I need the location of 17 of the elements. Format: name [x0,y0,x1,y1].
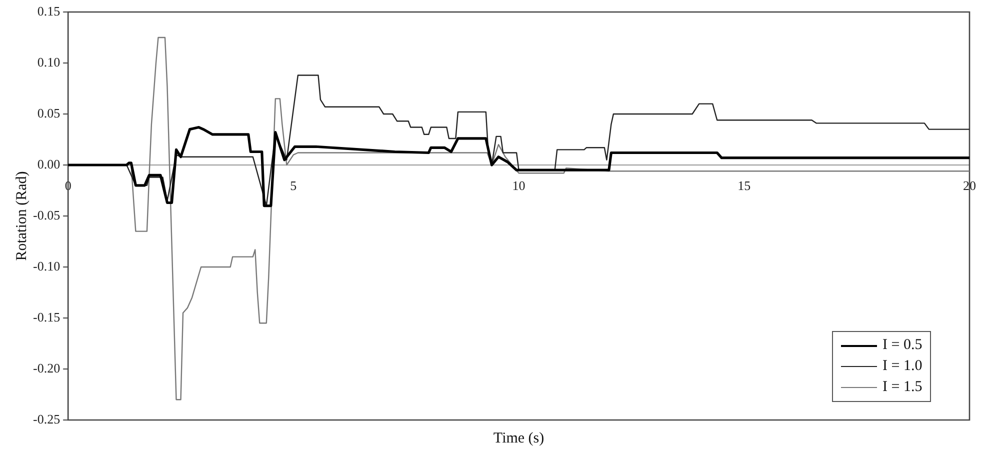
y-tick-label: 0.00 [37,156,60,172]
y-tick-label: -0.05 [32,207,60,222]
x-tick-label: 15 [738,178,751,194]
y-tick-label: 0.05 [37,105,60,120]
legend-label: I = 1.0 [882,358,922,375]
legend-label: I = 0.5 [882,337,922,354]
legend-label: I = 1.5 [882,379,922,396]
x-tick-label: 10 [512,178,526,194]
y-tick-label: -0.15 [32,309,60,324]
y-tick-label: -0.20 [32,360,60,376]
y-tick-label: -0.10 [32,258,60,274]
y-tick-label: -0.25 [32,411,60,426]
y-tick-label: 0.10 [37,54,60,70]
x-tick-label: 5 [290,178,297,194]
y-tick-label: 0.15 [37,3,60,18]
x-axis-title: Time (s) [493,430,544,446]
y-axis-title: Rotation (Rad) [14,171,30,261]
